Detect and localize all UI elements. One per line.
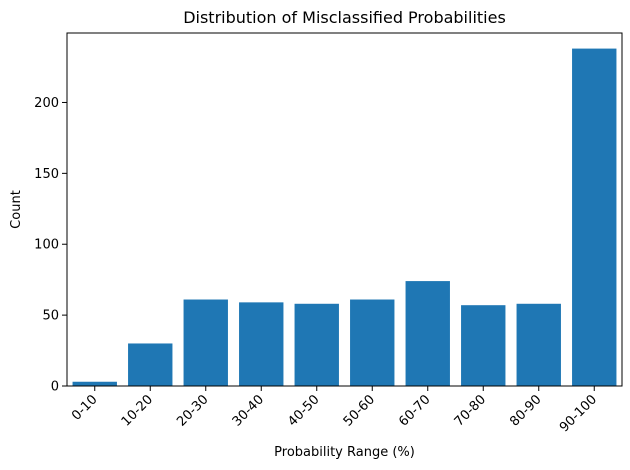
plot-frame bbox=[66, 32, 623, 387]
x-axis: 0-10 10-20 20-30 30-40 40-50 50-60 60-70 70-80 8… bbox=[69, 386, 600, 435]
x-tick-label: 10-20 bbox=[119, 392, 156, 429]
y-tick-label: 100 bbox=[34, 238, 59, 253]
bar-70-80 bbox=[461, 305, 506, 386]
x-tick-label: 80-90 bbox=[507, 392, 544, 429]
x-tick-label: 90-100 bbox=[557, 392, 600, 435]
chart-title: Distribution of Misclassified Probabilit… bbox=[183, 8, 506, 27]
x-tick-label: 0-10 bbox=[69, 392, 100, 423]
x-axis-label: Probability Range (%) bbox=[274, 445, 415, 460]
y-tick-label: 50 bbox=[42, 309, 59, 324]
y-axis-label: Count bbox=[9, 190, 24, 229]
plot-area bbox=[72, 48, 617, 387]
x-tick-label: 40-50 bbox=[285, 392, 322, 429]
bar-90-100 bbox=[572, 48, 617, 387]
x-tick-label: 30-40 bbox=[230, 392, 267, 429]
x-tick-label: 60-70 bbox=[396, 392, 433, 429]
bar-40-50 bbox=[294, 303, 339, 386]
x-tick-label: 20-30 bbox=[174, 392, 211, 429]
bar-10-20 bbox=[128, 343, 173, 386]
bar-50-60 bbox=[350, 299, 395, 386]
x-tick-label: 50-60 bbox=[341, 392, 378, 429]
bar-80-90 bbox=[516, 303, 561, 386]
y-tick-label: 200 bbox=[34, 96, 59, 111]
bar-30-40 bbox=[239, 302, 284, 386]
y-tick-label: 0 bbox=[51, 380, 59, 395]
y-axis: 0 50 100 150 200 bbox=[34, 96, 67, 395]
bar-20-30 bbox=[183, 299, 228, 386]
bar-0-10 bbox=[72, 381, 117, 386]
y-tick-label: 150 bbox=[34, 167, 59, 182]
bar-60-70 bbox=[405, 281, 450, 386]
x-tick-label: 70-80 bbox=[452, 392, 489, 429]
